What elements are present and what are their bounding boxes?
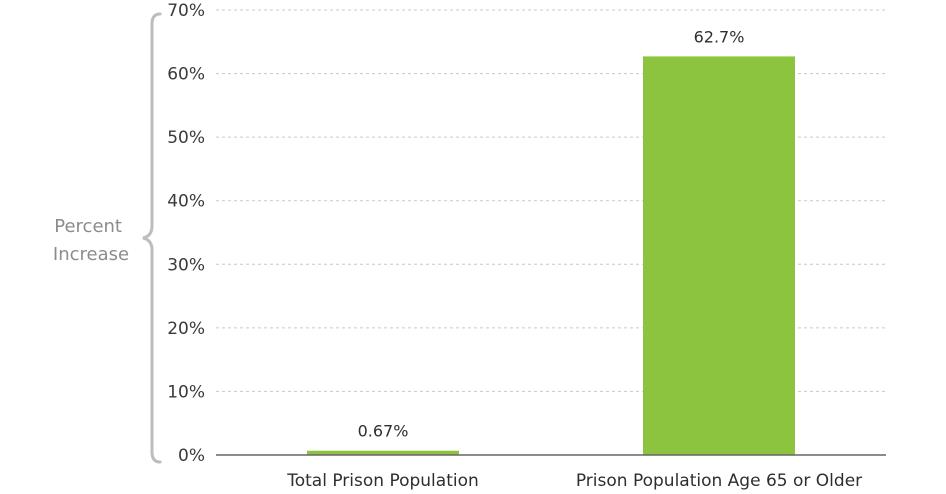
bar [643, 56, 795, 456]
y-axis-title: Percent Increase [53, 216, 129, 265]
x-category-label: Prison Population Age 65 or Older [576, 471, 862, 491]
bars [307, 56, 795, 456]
y-tick-label: 70% [167, 1, 205, 21]
y-tick-label: 50% [167, 128, 205, 148]
y-tick-label: 10% [167, 382, 205, 402]
data-label: 0.67% [358, 422, 409, 441]
y-tick-label: 20% [167, 319, 205, 339]
data-labels: 0.67% 62.7% [358, 27, 745, 440]
bar [307, 450, 459, 455]
data-label: 62.7% [694, 27, 745, 46]
x-category-labels: Total Prison Population Prison Population… [286, 471, 862, 491]
y-axis-title-line-1: Percent [54, 216, 122, 237]
y-tick-labels: 0% 10% 20% 30% 40% 50% 60% 70% [167, 1, 205, 466]
y-axis-title-line-2: Increase [53, 244, 129, 265]
y-tick-label: 40% [167, 192, 205, 212]
y-tick-label: 30% [167, 255, 205, 275]
y-axis-brace [142, 12, 162, 464]
y-tick-label: 0% [178, 446, 205, 466]
y-tick-label: 60% [167, 65, 205, 85]
x-category-label: Total Prison Population [286, 471, 479, 491]
